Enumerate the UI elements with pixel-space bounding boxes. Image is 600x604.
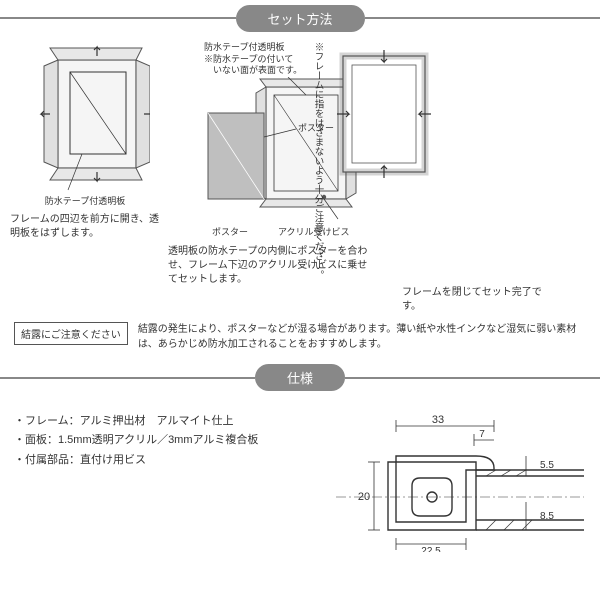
step2-label1c: いない面が表面です。 xyxy=(204,65,302,75)
step3-text: フレームを閉じてセット完了です。 xyxy=(376,286,556,314)
step3: ※フレームに指をはさまないよう十分ご注意ください。 フレームを閉じてセット完了で… xyxy=(376,42,556,314)
section-header-spec: 仕様 xyxy=(0,364,600,392)
step3-diagram xyxy=(329,42,439,192)
header-bar-right xyxy=(365,17,600,19)
caution-text: ※フレームに指をはさまないよう十分ご注意ください。 xyxy=(310,42,325,280)
section-title-setup: セット方法 xyxy=(236,5,365,32)
cross-section-svg: 33 7 xyxy=(326,412,586,552)
section-title-spec: 仕様 xyxy=(255,364,345,391)
condensation-note: 結露にご注意ください 結露の発生により、ポスターなどが湿る場合があります。薄い紙… xyxy=(0,314,600,360)
step2-label1: 防水テープ付透明板 xyxy=(204,42,284,52)
section-header-setup: セット方法 xyxy=(0,4,600,32)
step1: 防水テープ付透明板 フレームの四辺を前方に開き、透明板をはずします。 xyxy=(10,42,160,241)
dim-85: 8.5 xyxy=(540,511,554,522)
step1-text: フレームの四辺を前方に開き、透明板をはずします。 xyxy=(10,213,160,241)
steps-row: 防水テープ付透明板 フレームの四辺を前方に開き、透明板をはずします。 防水テープ… xyxy=(0,42,600,314)
cross-section: 33 7 xyxy=(326,412,586,555)
header-bar-left-2 xyxy=(0,377,255,379)
spec-line-3: ・付属部品：直付け用ビス xyxy=(14,451,326,471)
spec-line-2: ・面板：1.5mm透明アクリル／3mmアルミ複合板 xyxy=(14,431,326,451)
poster-annot: ポスター xyxy=(212,227,272,239)
dim-7: 7 xyxy=(479,429,485,440)
header-bar-left xyxy=(0,17,236,19)
step2-label1b: ※防水テープの付いて xyxy=(204,54,293,64)
header-bar-right-2 xyxy=(345,377,600,379)
dim-20: 20 xyxy=(358,491,370,503)
dim-33: 33 xyxy=(432,414,444,426)
spec-list: ・フレーム：アルミ押出材 アルマイト仕上 ・面板：1.5mm透明アクリル／3mm… xyxy=(14,412,326,555)
step1-label: 防水テープ付透明板 xyxy=(45,194,125,207)
spec-row: ・フレーム：アルミ押出材 アルマイト仕上 ・面板：1.5mm透明アクリル／3mm… xyxy=(0,402,600,565)
step1-diagram xyxy=(20,42,150,192)
dim-225: 22.5 xyxy=(421,546,441,552)
dim-55: 5.5 xyxy=(540,460,554,471)
note-label: 結露にご注意ください xyxy=(14,322,128,345)
spec-line-1: ・フレーム：アルミ押出材 アルマイト仕上 xyxy=(14,412,326,432)
note-text: 結露の発生により、ポスターなどが湿る場合があります。薄い紙や水性インクなど湿気に… xyxy=(138,322,586,352)
